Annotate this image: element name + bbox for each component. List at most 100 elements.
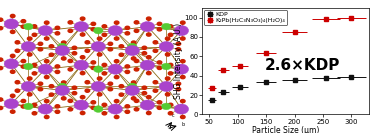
Circle shape [15,41,20,44]
Circle shape [176,48,181,51]
Circle shape [125,26,130,29]
Circle shape [91,81,105,92]
Circle shape [142,46,147,49]
Circle shape [62,97,66,100]
Circle shape [85,49,90,52]
Circle shape [55,32,60,35]
Circle shape [57,43,67,50]
Circle shape [125,70,130,74]
Circle shape [125,65,130,68]
Circle shape [85,41,90,44]
Circle shape [174,64,189,74]
Circle shape [125,105,130,108]
Circle shape [91,101,96,104]
Circle shape [91,61,96,64]
Circle shape [98,77,102,80]
Circle shape [132,41,136,44]
Circle shape [181,37,185,40]
Circle shape [127,83,137,90]
Circle shape [119,45,124,48]
Circle shape [15,81,20,84]
Circle shape [74,22,88,32]
Circle shape [68,68,73,71]
Circle shape [102,63,107,66]
Circle shape [168,103,173,106]
Circle shape [72,46,77,49]
Circle shape [157,66,162,70]
Circle shape [166,37,170,40]
Circle shape [181,115,185,119]
Circle shape [0,106,3,110]
Circle shape [142,86,147,89]
Circle shape [181,60,185,63]
Circle shape [0,58,3,61]
Circle shape [134,68,139,71]
Circle shape [142,92,147,95]
Circle shape [157,61,162,64]
Circle shape [55,110,60,113]
Circle shape [62,81,66,84]
Circle shape [55,85,70,95]
Circle shape [49,85,54,88]
Circle shape [140,60,155,70]
Circle shape [94,27,103,34]
Circle shape [81,56,85,59]
Text: b: b [181,122,184,127]
Circle shape [81,33,85,36]
Circle shape [115,115,119,119]
Circle shape [55,45,70,56]
Circle shape [108,48,113,51]
Circle shape [32,63,37,66]
Circle shape [115,76,119,79]
Circle shape [72,92,77,95]
Circle shape [176,88,181,91]
Circle shape [115,21,119,24]
Circle shape [125,110,130,113]
Circle shape [21,65,26,68]
Circle shape [81,72,85,75]
Circle shape [38,64,53,74]
Circle shape [115,99,119,103]
Circle shape [68,99,73,102]
Circle shape [134,29,139,32]
Circle shape [28,53,32,56]
Circle shape [132,57,136,60]
Circle shape [125,85,139,95]
Text: 2.6×KDP: 2.6×KDP [264,58,340,73]
Circle shape [119,85,124,88]
Circle shape [98,93,102,96]
Circle shape [49,53,54,56]
Circle shape [159,81,174,92]
Circle shape [176,82,181,85]
Circle shape [38,48,43,51]
Circle shape [166,93,170,96]
Circle shape [28,93,32,96]
Circle shape [108,26,122,36]
Circle shape [21,59,26,63]
Circle shape [11,94,15,97]
Circle shape [62,57,66,60]
Circle shape [157,101,162,104]
Circle shape [72,86,77,89]
Circle shape [23,103,33,110]
Circle shape [147,111,151,115]
Circle shape [91,22,96,25]
Circle shape [125,32,130,35]
Circle shape [115,60,119,63]
Circle shape [32,103,37,106]
Circle shape [15,89,20,92]
Circle shape [68,59,73,63]
Circle shape [68,29,73,32]
Circle shape [21,81,36,92]
Circle shape [174,104,189,114]
Circle shape [153,81,158,84]
Circle shape [55,26,60,29]
Circle shape [0,18,3,21]
Circle shape [168,25,173,28]
Circle shape [45,76,49,79]
Circle shape [81,111,85,115]
Circle shape [45,99,49,103]
Circle shape [127,43,137,50]
Circle shape [176,42,181,45]
Circle shape [32,33,37,36]
